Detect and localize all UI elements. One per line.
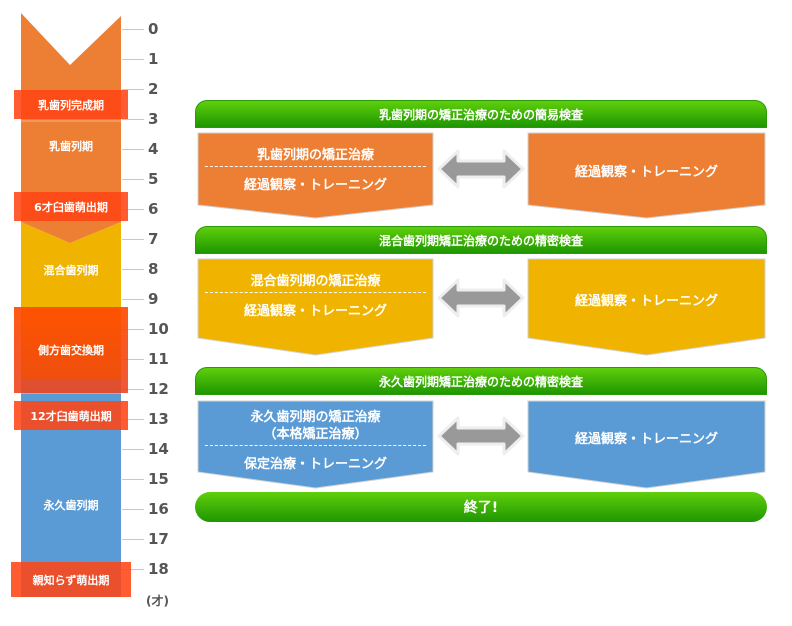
age-label: 4 xyxy=(148,140,159,158)
treatment-box: 乳歯列期の矯正治療 経過観察・トレーニング xyxy=(197,132,434,220)
age-tick xyxy=(122,299,144,300)
age-label: 2 xyxy=(148,80,159,98)
exam-header: 永久歯列期矯正治療のための精密検査 xyxy=(195,367,767,395)
followup-label: 経過観察・トレーニング xyxy=(243,304,387,319)
treatment-label: （本格矯正治療） xyxy=(263,427,368,442)
primary-period-band xyxy=(21,13,121,243)
age-tick xyxy=(122,119,144,120)
exam-header: 乳歯列期の矯正治療のための簡易検査 xyxy=(195,100,767,128)
age-label: 1 xyxy=(148,50,159,68)
age-label: 7 xyxy=(148,230,159,248)
end-bar: 終了! xyxy=(195,492,767,522)
age-label: 13 xyxy=(148,410,169,428)
event-12yr-molar: 12才臼歯萌出期 xyxy=(14,401,128,430)
age-tick xyxy=(122,449,144,450)
age-tick xyxy=(122,539,144,540)
event-6yr-molar: 6才臼歯萌出期 xyxy=(14,192,128,221)
period-label-permanent: 永久歯列期 xyxy=(43,499,99,512)
age-tick xyxy=(122,509,144,510)
treatment-label: 乳歯列期の矯正治療 xyxy=(256,148,374,163)
age-tick xyxy=(122,419,144,420)
event-primary-complete: 乳歯列完成期 xyxy=(14,90,128,119)
observation-label: 経過観察・トレーニング xyxy=(574,294,718,309)
age-tick xyxy=(122,149,144,150)
observation-box: 経過観察・トレーニング xyxy=(527,132,766,220)
age-label: 18 xyxy=(148,560,169,578)
age-tick xyxy=(122,239,144,240)
observation-label: 経過観察・トレーニング xyxy=(574,164,718,180)
treatment-label: 永久歯列期の矯正治療 xyxy=(250,410,381,425)
treatment-box: 永久歯列期の矯正治療 （本格矯正治療） 保定治療・トレーニング xyxy=(197,400,434,490)
observation-box: 経過観察・トレーニング xyxy=(527,400,766,490)
age-tick xyxy=(122,89,144,90)
period-label-mixed: 混合歯列期 xyxy=(43,264,99,277)
age-tick xyxy=(122,359,144,360)
age-label: 14 xyxy=(148,440,169,458)
age-tick xyxy=(122,179,144,180)
event-lateral-exchange: 側方歯交換期 xyxy=(14,307,128,393)
age-label: 11 xyxy=(148,350,169,368)
dotted-divider xyxy=(205,445,426,446)
age-label: 10 xyxy=(148,320,169,338)
period-label-primary: 乳歯列期 xyxy=(49,140,93,153)
observation-label: 経過観察・トレーニング xyxy=(574,432,718,447)
double-arrow-icon xyxy=(436,278,526,318)
age-label: 5 xyxy=(148,170,159,188)
event-wisdom-teeth: 親知らず萌出期 xyxy=(11,562,131,597)
age-label: 15 xyxy=(148,470,169,488)
age-label: 0 xyxy=(148,20,159,38)
treatment-box: 混合歯列期の矯正治療 経過観察・トレーニング xyxy=(197,258,434,357)
age-tick xyxy=(122,209,144,210)
observation-box: 経過観察・トレーニング xyxy=(527,258,766,357)
age-label: 3 xyxy=(148,110,159,128)
exam-header: 混合歯列期矯正治療のための精密検査 xyxy=(195,226,767,254)
age-label: 16 xyxy=(148,500,169,518)
age-tick xyxy=(122,479,144,480)
age-label: 8 xyxy=(148,260,159,278)
double-arrow-icon xyxy=(436,149,526,189)
age-tick xyxy=(122,389,144,390)
age-label: 6 xyxy=(148,200,159,218)
followup-label: 経過観察・トレーニング xyxy=(243,178,387,193)
age-unit-label: (才) xyxy=(146,594,169,608)
followup-label: 保定治療・トレーニング xyxy=(243,457,387,472)
age-label: 9 xyxy=(148,290,159,308)
double-arrow-icon xyxy=(436,416,526,456)
age-label: 17 xyxy=(148,530,169,548)
dotted-divider xyxy=(205,166,426,167)
age-tick xyxy=(122,59,144,60)
treatment-label: 混合歯列期の矯正治療 xyxy=(250,274,381,289)
age-label: 12 xyxy=(148,380,169,398)
age-tick xyxy=(122,29,144,30)
dotted-divider xyxy=(205,292,426,293)
age-tick xyxy=(122,329,144,330)
age-tick xyxy=(122,269,144,270)
age-tick xyxy=(122,569,144,570)
